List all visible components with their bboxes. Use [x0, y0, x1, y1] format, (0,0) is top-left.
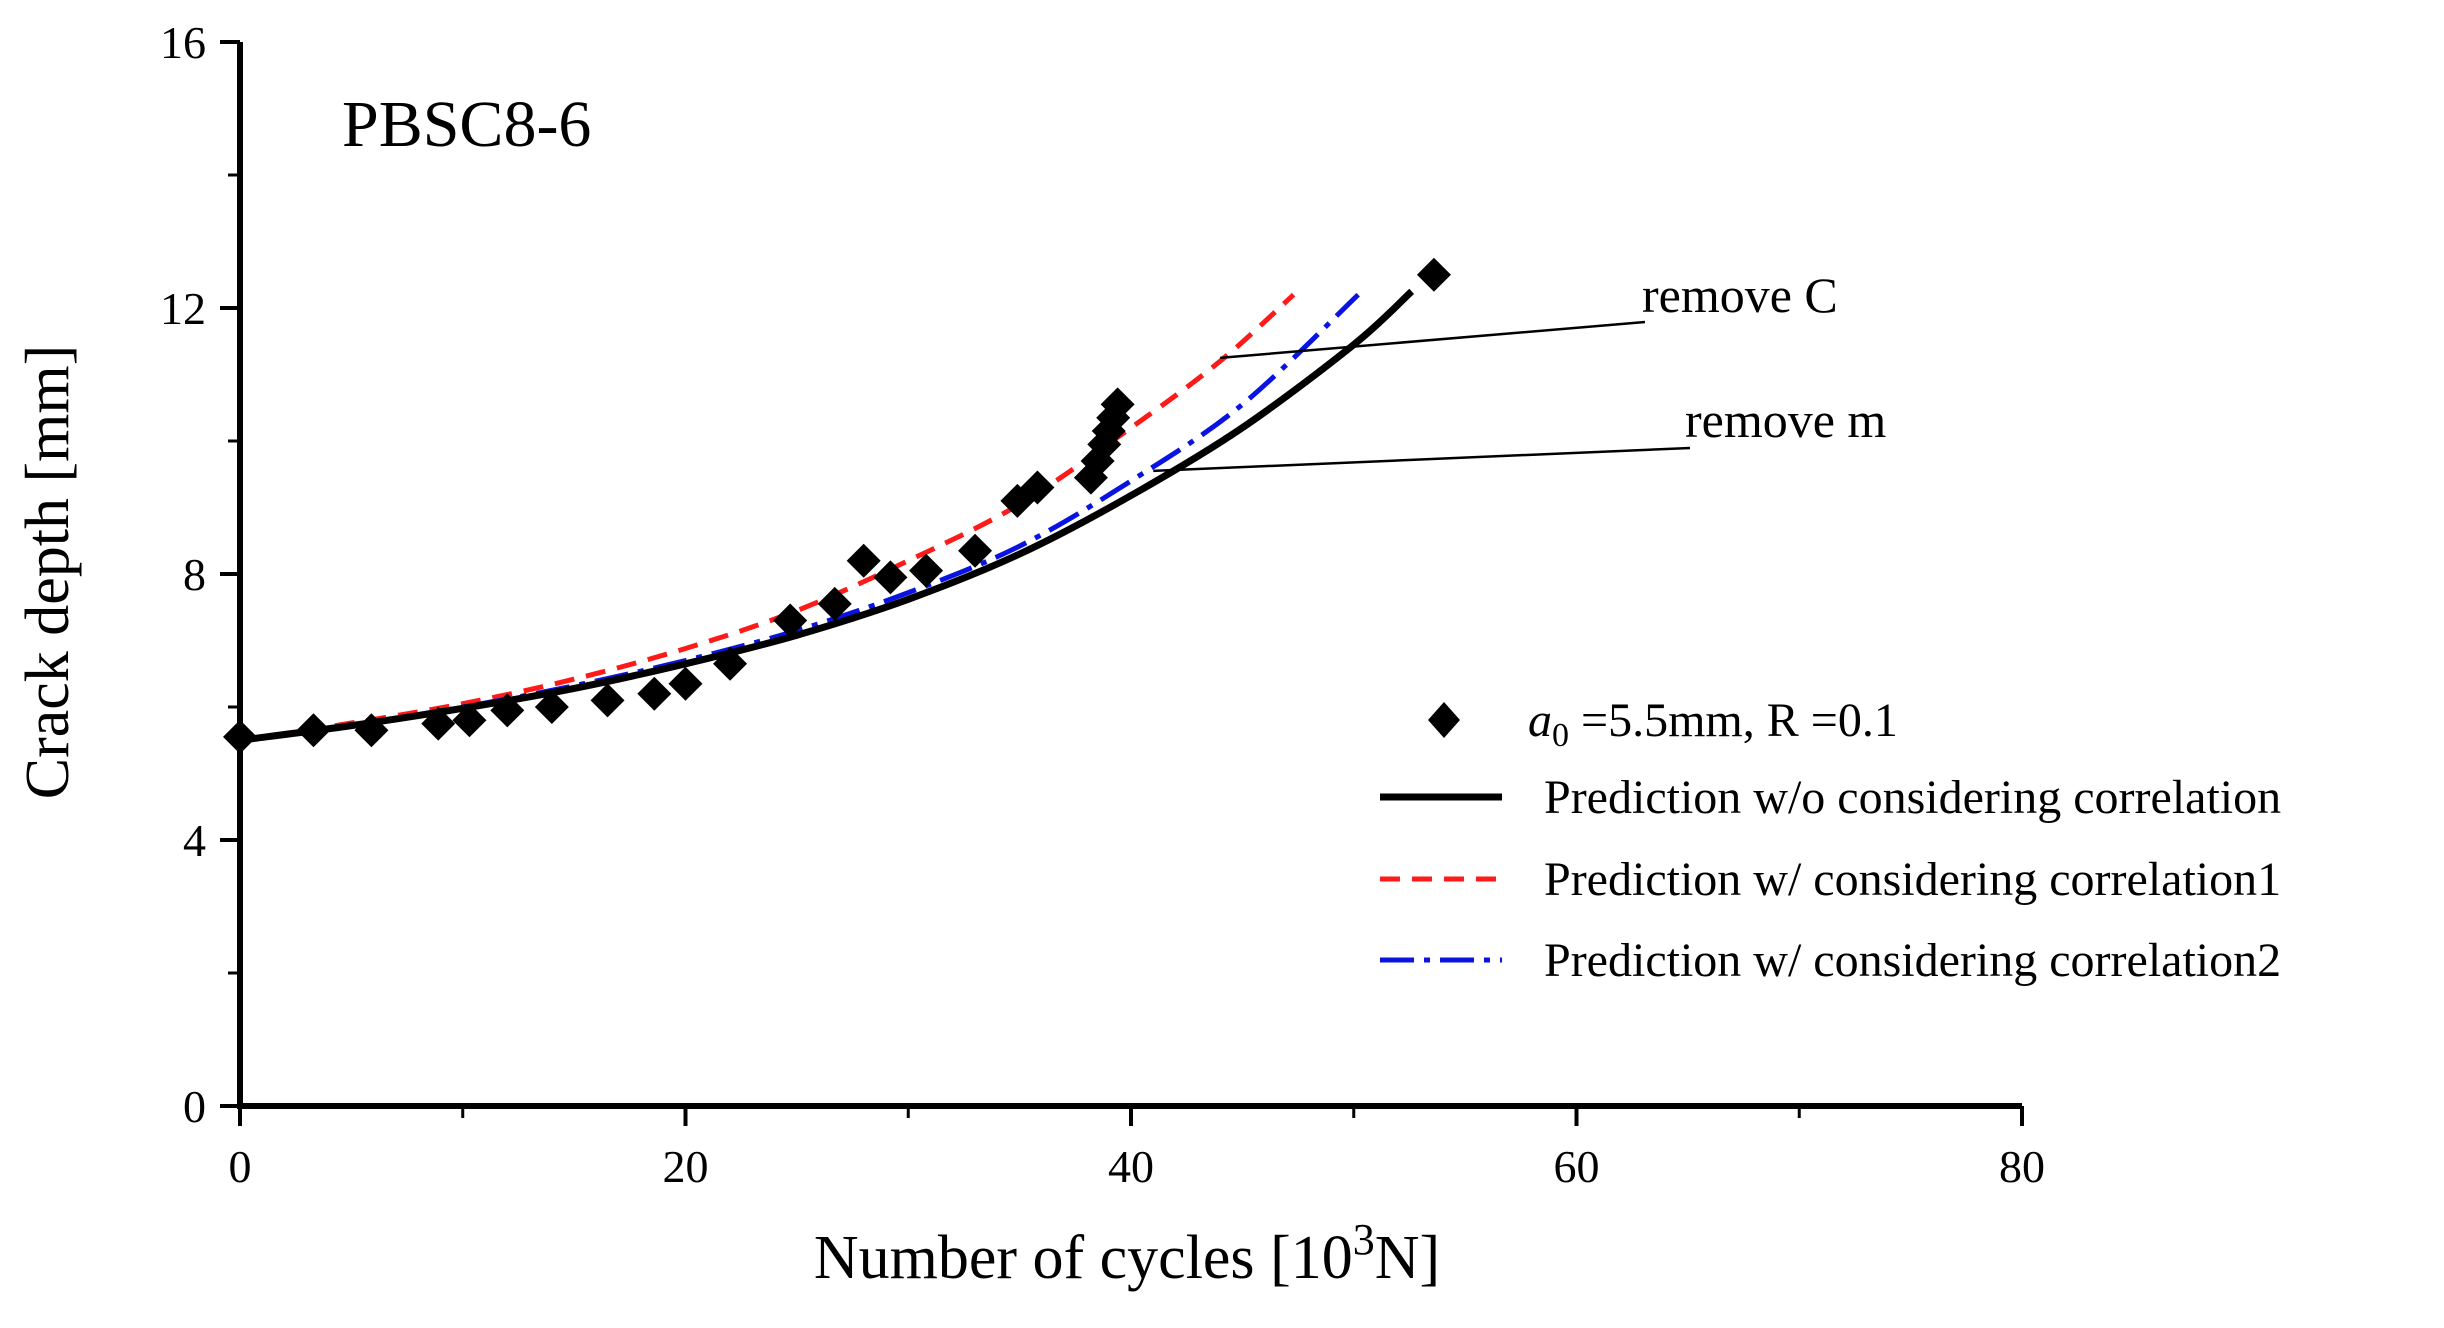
legend-label-data: a0 =5.5mm, R =0.1	[1528, 694, 1898, 754]
data-point-diamond	[452, 703, 487, 738]
annotation-leader-line	[1153, 446, 1691, 473]
legend-label-prediction-no-corr: Prediction w/o considering correlation	[1544, 771, 2281, 824]
data-point-diamond	[590, 683, 625, 718]
legend-label-data-var: a	[1528, 694, 1552, 747]
legend-label-data-rest: =5.5mm, R =0.1	[1569, 694, 1898, 747]
data-point-diamond	[296, 713, 331, 748]
annotation-label: remove m	[1685, 392, 1886, 448]
legend-label-prediction-corr2: Prediction w/ considering correlation2	[1544, 934, 2281, 987]
axes: 0 20 40 60 80 0 4 8 12 16	[160, 17, 2045, 1192]
data-point-diamond	[668, 666, 703, 701]
data-point-diamond	[354, 713, 389, 748]
data-point-diamond	[873, 560, 908, 595]
data-point-diamond	[1100, 387, 1135, 422]
x-tick-label: 20	[663, 1141, 709, 1192]
data-point-diamond	[490, 693, 525, 728]
x-tick-label: 0	[229, 1141, 252, 1192]
series-line-dashdot	[239, 292, 1360, 743]
data-point-diamond	[817, 586, 852, 621]
data-point-diamond	[909, 553, 944, 588]
data-point-diamond	[773, 603, 808, 638]
legend-label-data-sub: 0	[1552, 717, 1569, 754]
series-layer	[239, 288, 1415, 744]
legend: a0 =5.5mm, R =0.1 Prediction w/o conside…	[1380, 694, 2281, 987]
annotation-leader-line	[1219, 320, 1646, 360]
data-point-diamond	[1020, 470, 1055, 505]
data-point-diamond	[713, 646, 748, 681]
y-tick-label: 16	[160, 17, 206, 68]
annotation-layer: remove C remove m	[1153, 267, 1886, 473]
y-tick-label: 4	[183, 815, 206, 866]
x-axis-title-suffix: N]	[1375, 1224, 1440, 1292]
x-tick-label: 60	[1554, 1141, 1600, 1192]
legend-item-prediction-corr1: Prediction w/ considering correlation1	[1380, 853, 2281, 906]
legend-label-prediction-corr1: Prediction w/ considering correlation1	[1544, 853, 2281, 906]
x-tick-label: 80	[1999, 1141, 2045, 1192]
y-tick-label: 12	[160, 283, 206, 334]
legend-item-prediction-corr2: Prediction w/ considering correlation2	[1380, 934, 2281, 987]
legend-item-prediction-no-corr: Prediction w/o considering correlation	[1380, 771, 2281, 824]
y-axis-title: Crack depth [mm]	[14, 345, 82, 800]
x-axis-title-prefix: Number of cycles [10	[814, 1224, 1353, 1292]
data-point-diamond	[958, 533, 993, 568]
x-axis-title: Number of cycles [103N]	[814, 1215, 1440, 1292]
data-point-diamond	[1416, 257, 1451, 292]
markers-layer	[223, 257, 1451, 754]
legend-diamond-marker	[1428, 702, 1460, 738]
series-line-solid	[239, 288, 1415, 744]
data-point-diamond	[534, 690, 569, 724]
data-point-diamond	[421, 706, 456, 741]
data-point-diamond	[637, 676, 672, 711]
specimen-label: PBSC8-6	[342, 88, 591, 161]
y-tick-label: 8	[183, 549, 206, 600]
series-line-dashed	[239, 292, 1296, 743]
y-tick-label: 0	[183, 1081, 206, 1132]
data-point-diamond	[223, 719, 257, 754]
x-axis-title-sup: 3	[1353, 1215, 1375, 1264]
legend-item-data: a0 =5.5mm, R =0.1	[1428, 694, 1898, 754]
annotation-label: remove C	[1642, 267, 1838, 323]
x-tick-label: 40	[1108, 1141, 1154, 1192]
data-point-diamond	[846, 543, 881, 578]
